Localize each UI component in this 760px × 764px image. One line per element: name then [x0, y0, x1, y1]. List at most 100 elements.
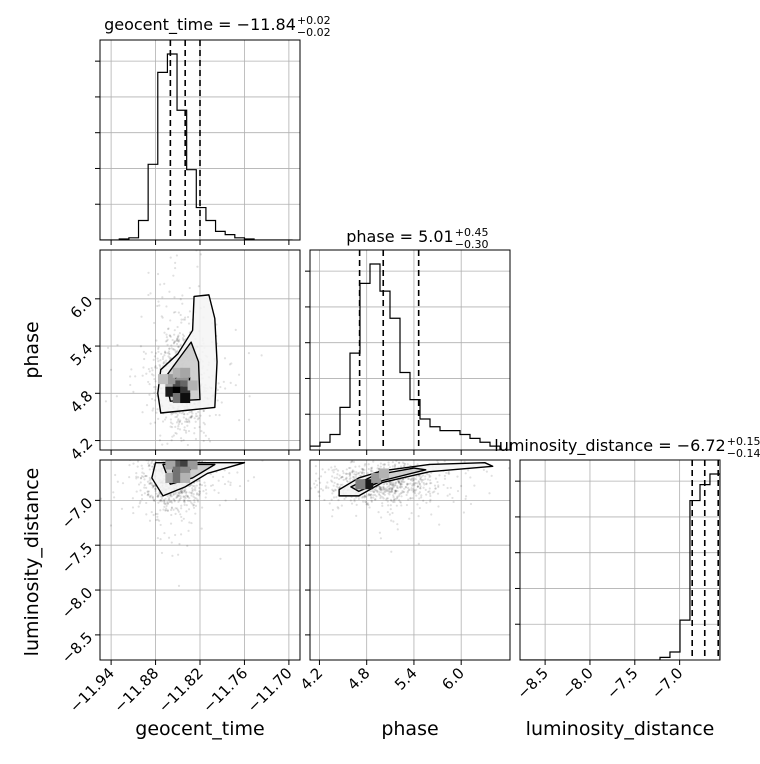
sample-point — [178, 453, 180, 455]
sample-point — [431, 491, 434, 494]
sample-point — [184, 489, 187, 493]
sample-point — [429, 494, 432, 498]
sample-point — [162, 362, 165, 365]
sample-point — [201, 493, 203, 495]
sample-point — [323, 498, 326, 502]
sample-point — [100, 497, 103, 500]
sample-point — [433, 484, 437, 487]
sample-point — [170, 456, 172, 458]
sample-point — [419, 476, 422, 480]
sample-point — [332, 471, 335, 474]
sample-point — [151, 409, 154, 412]
sample-point — [401, 489, 404, 493]
sample-point — [208, 414, 211, 417]
sample-point — [183, 489, 186, 492]
sample-point — [396, 528, 399, 531]
sample-point — [176, 339, 179, 342]
sample-point — [344, 452, 346, 454]
sample-point — [173, 340, 176, 343]
sample-point — [424, 475, 427, 478]
sample-point — [177, 510, 180, 513]
sample-point — [389, 482, 392, 486]
sample-point — [418, 491, 422, 494]
sample-point — [217, 382, 220, 385]
sample-point — [161, 355, 165, 359]
sample-point — [135, 475, 138, 478]
sample-point — [170, 344, 173, 347]
sample-point — [399, 465, 403, 468]
sample-point — [148, 519, 152, 522]
sample-point — [373, 493, 377, 496]
panel-frame — [309, 459, 511, 661]
sample-point — [156, 408, 159, 411]
sample-point — [190, 492, 193, 495]
sample-point — [169, 495, 172, 498]
panel-frame — [99, 459, 301, 661]
sample-point — [193, 498, 196, 502]
sample-point — [380, 488, 383, 492]
sample-point — [158, 439, 162, 442]
sample-point — [399, 500, 402, 504]
sample-point — [176, 337, 179, 340]
sample-point — [181, 333, 185, 336]
sample-point — [217, 491, 220, 494]
sample-point — [172, 508, 175, 511]
sample-point — [383, 489, 386, 492]
sample-point — [163, 360, 166, 363]
sample-point — [314, 479, 317, 482]
sample-point — [195, 412, 198, 415]
sample-point — [146, 494, 149, 497]
sample-point — [153, 366, 157, 369]
sample-point — [178, 457, 180, 459]
sample-point — [393, 482, 396, 485]
sample-point — [321, 468, 324, 471]
xtick-label-luminosity_distance-2: −7.5 — [603, 664, 641, 702]
sample-point — [343, 497, 346, 501]
sample-point — [152, 498, 155, 501]
sample-point — [139, 345, 143, 348]
sample-point — [149, 496, 152, 499]
sample-point — [157, 300, 160, 303]
sample-point — [168, 496, 171, 500]
sample-point — [140, 493, 144, 497]
sample-point — [388, 493, 391, 496]
sample-point — [165, 453, 167, 455]
sample-point — [392, 494, 395, 497]
sample-point — [344, 478, 347, 481]
sample-point — [168, 498, 171, 501]
sample-point — [338, 486, 341, 489]
sample-point — [198, 479, 201, 483]
sample-point — [202, 409, 205, 413]
sample-point — [129, 375, 132, 378]
sample-point — [412, 479, 415, 482]
sample-point — [150, 366, 153, 370]
sample-point — [193, 496, 196, 499]
sample-point — [349, 408, 351, 410]
sample-point — [155, 366, 158, 370]
sample-point — [399, 482, 402, 485]
sample-point — [373, 498, 377, 501]
sample-point — [184, 495, 187, 498]
sample-point — [182, 413, 186, 416]
sample-point — [157, 494, 160, 497]
density-cell — [180, 380, 191, 391]
sample-point — [151, 496, 154, 500]
sample-point — [95, 472, 97, 474]
sample-point — [183, 498, 186, 501]
sample-point — [397, 481, 400, 484]
sample-point — [152, 513, 155, 517]
sample-point — [394, 463, 397, 466]
sample-point — [392, 498, 395, 501]
sample-point — [393, 492, 396, 495]
sample-point — [386, 489, 389, 493]
panel-geocent_time-geocent_time — [95, 39, 301, 245]
sample-point — [513, 508, 515, 510]
sample-point — [321, 489, 325, 492]
sample-point — [185, 494, 188, 497]
sample-point — [150, 494, 153, 497]
sample-point — [186, 424, 189, 427]
sample-point — [406, 463, 409, 466]
sample-point — [151, 460, 154, 463]
sample-point — [419, 478, 422, 481]
sample-point — [209, 473, 213, 476]
